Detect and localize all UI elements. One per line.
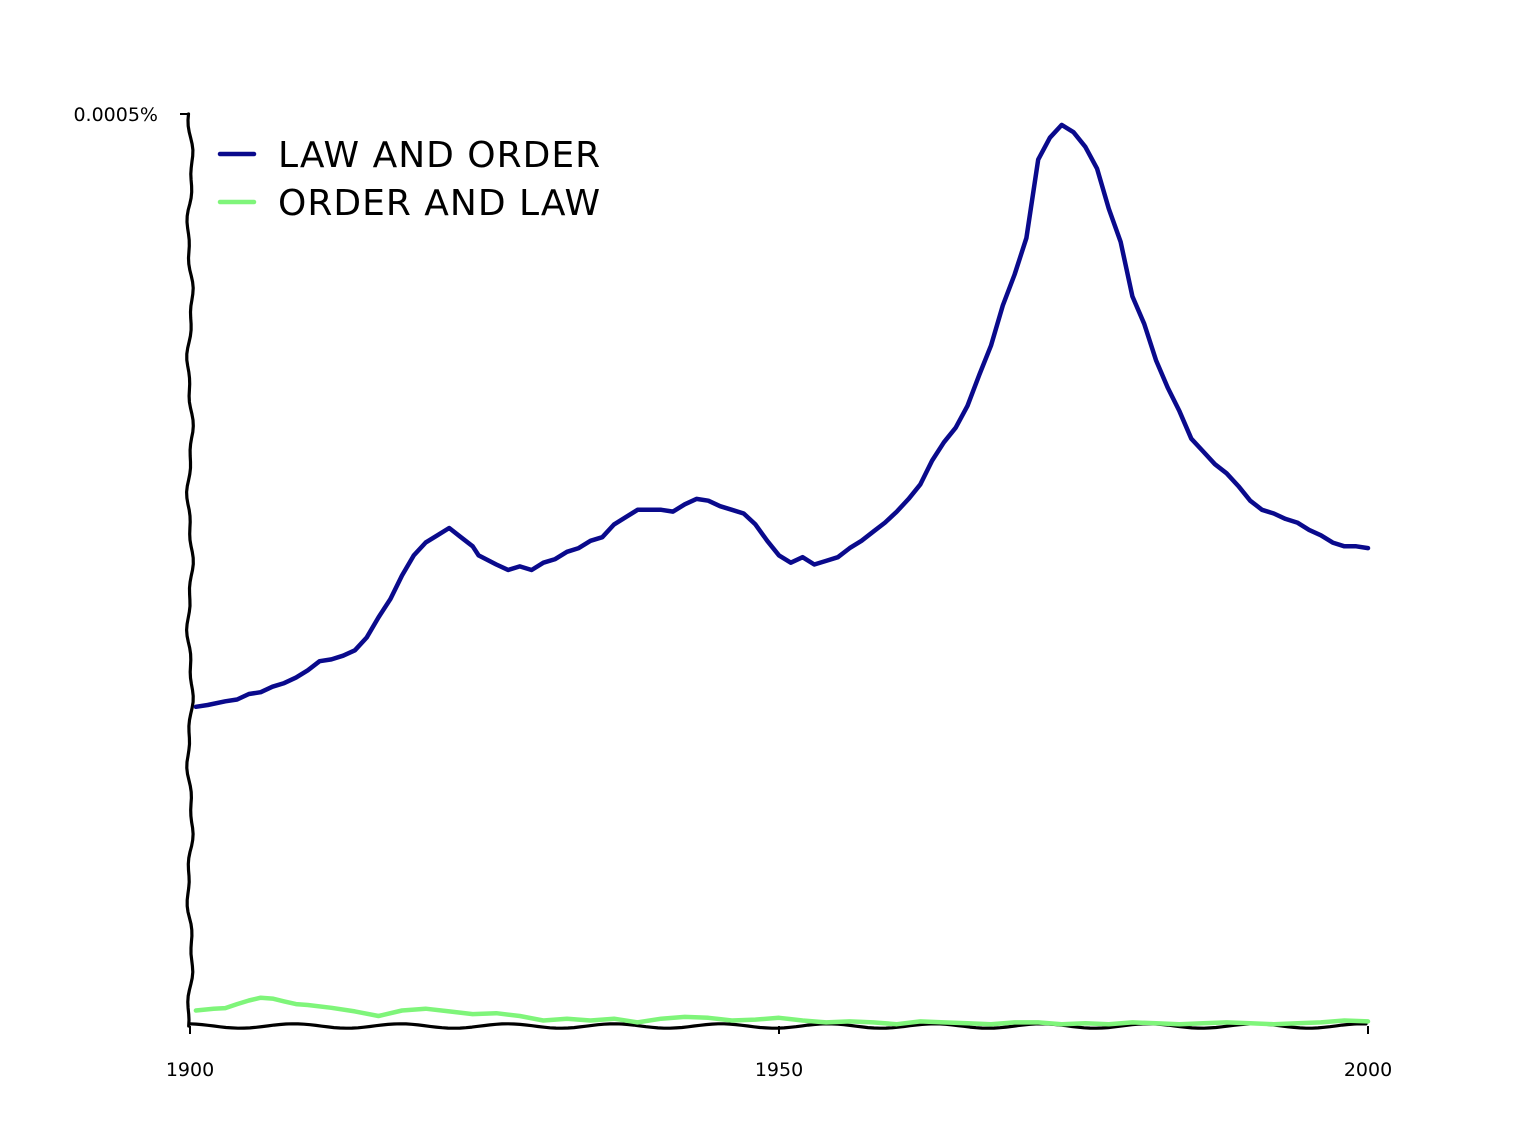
chart-legend: LAW AND ORDER ORDER AND LAW — [217, 135, 601, 224]
y-tick-label: 0.0005% — [73, 104, 158, 126]
y-axis — [185, 112, 195, 1028]
chart-axes — [185, 112, 1368, 1030]
chart-ticks: 1900 1950 2000 0.0005% — [73, 104, 1392, 1081]
x-tick-label: 2000 — [1344, 1059, 1392, 1081]
chart-series — [193, 122, 1371, 1027]
series-line-2 — [193, 995, 1371, 1027]
x-tick-label: 1950 — [755, 1059, 803, 1081]
x-tick-label: 1900 — [166, 1059, 214, 1081]
legend-label: ORDER AND LAW — [278, 183, 601, 224]
legend-label: LAW AND ORDER — [278, 135, 601, 176]
series-line-1 — [193, 122, 1371, 710]
